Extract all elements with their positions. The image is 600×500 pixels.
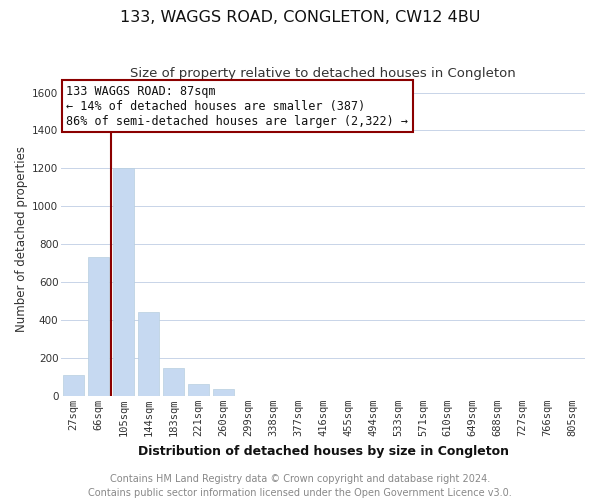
Bar [213, 390, 234, 396]
Bar [113, 168, 134, 396]
Bar [188, 384, 209, 396]
Text: 133 WAGGS ROAD: 87sqm
← 14% of detached houses are smaller (387)
86% of semi-det: 133 WAGGS ROAD: 87sqm ← 14% of detached … [67, 84, 409, 128]
Bar [163, 368, 184, 396]
Bar [138, 312, 159, 396]
Y-axis label: Number of detached properties: Number of detached properties [15, 146, 28, 332]
Text: 133, WAGGS ROAD, CONGLETON, CW12 4BU: 133, WAGGS ROAD, CONGLETON, CW12 4BU [120, 10, 480, 25]
Bar [88, 258, 109, 396]
X-axis label: Distribution of detached houses by size in Congleton: Distribution of detached houses by size … [137, 444, 509, 458]
Bar [63, 375, 84, 396]
Text: Contains HM Land Registry data © Crown copyright and database right 2024.
Contai: Contains HM Land Registry data © Crown c… [88, 474, 512, 498]
Title: Size of property relative to detached houses in Congleton: Size of property relative to detached ho… [130, 68, 516, 80]
